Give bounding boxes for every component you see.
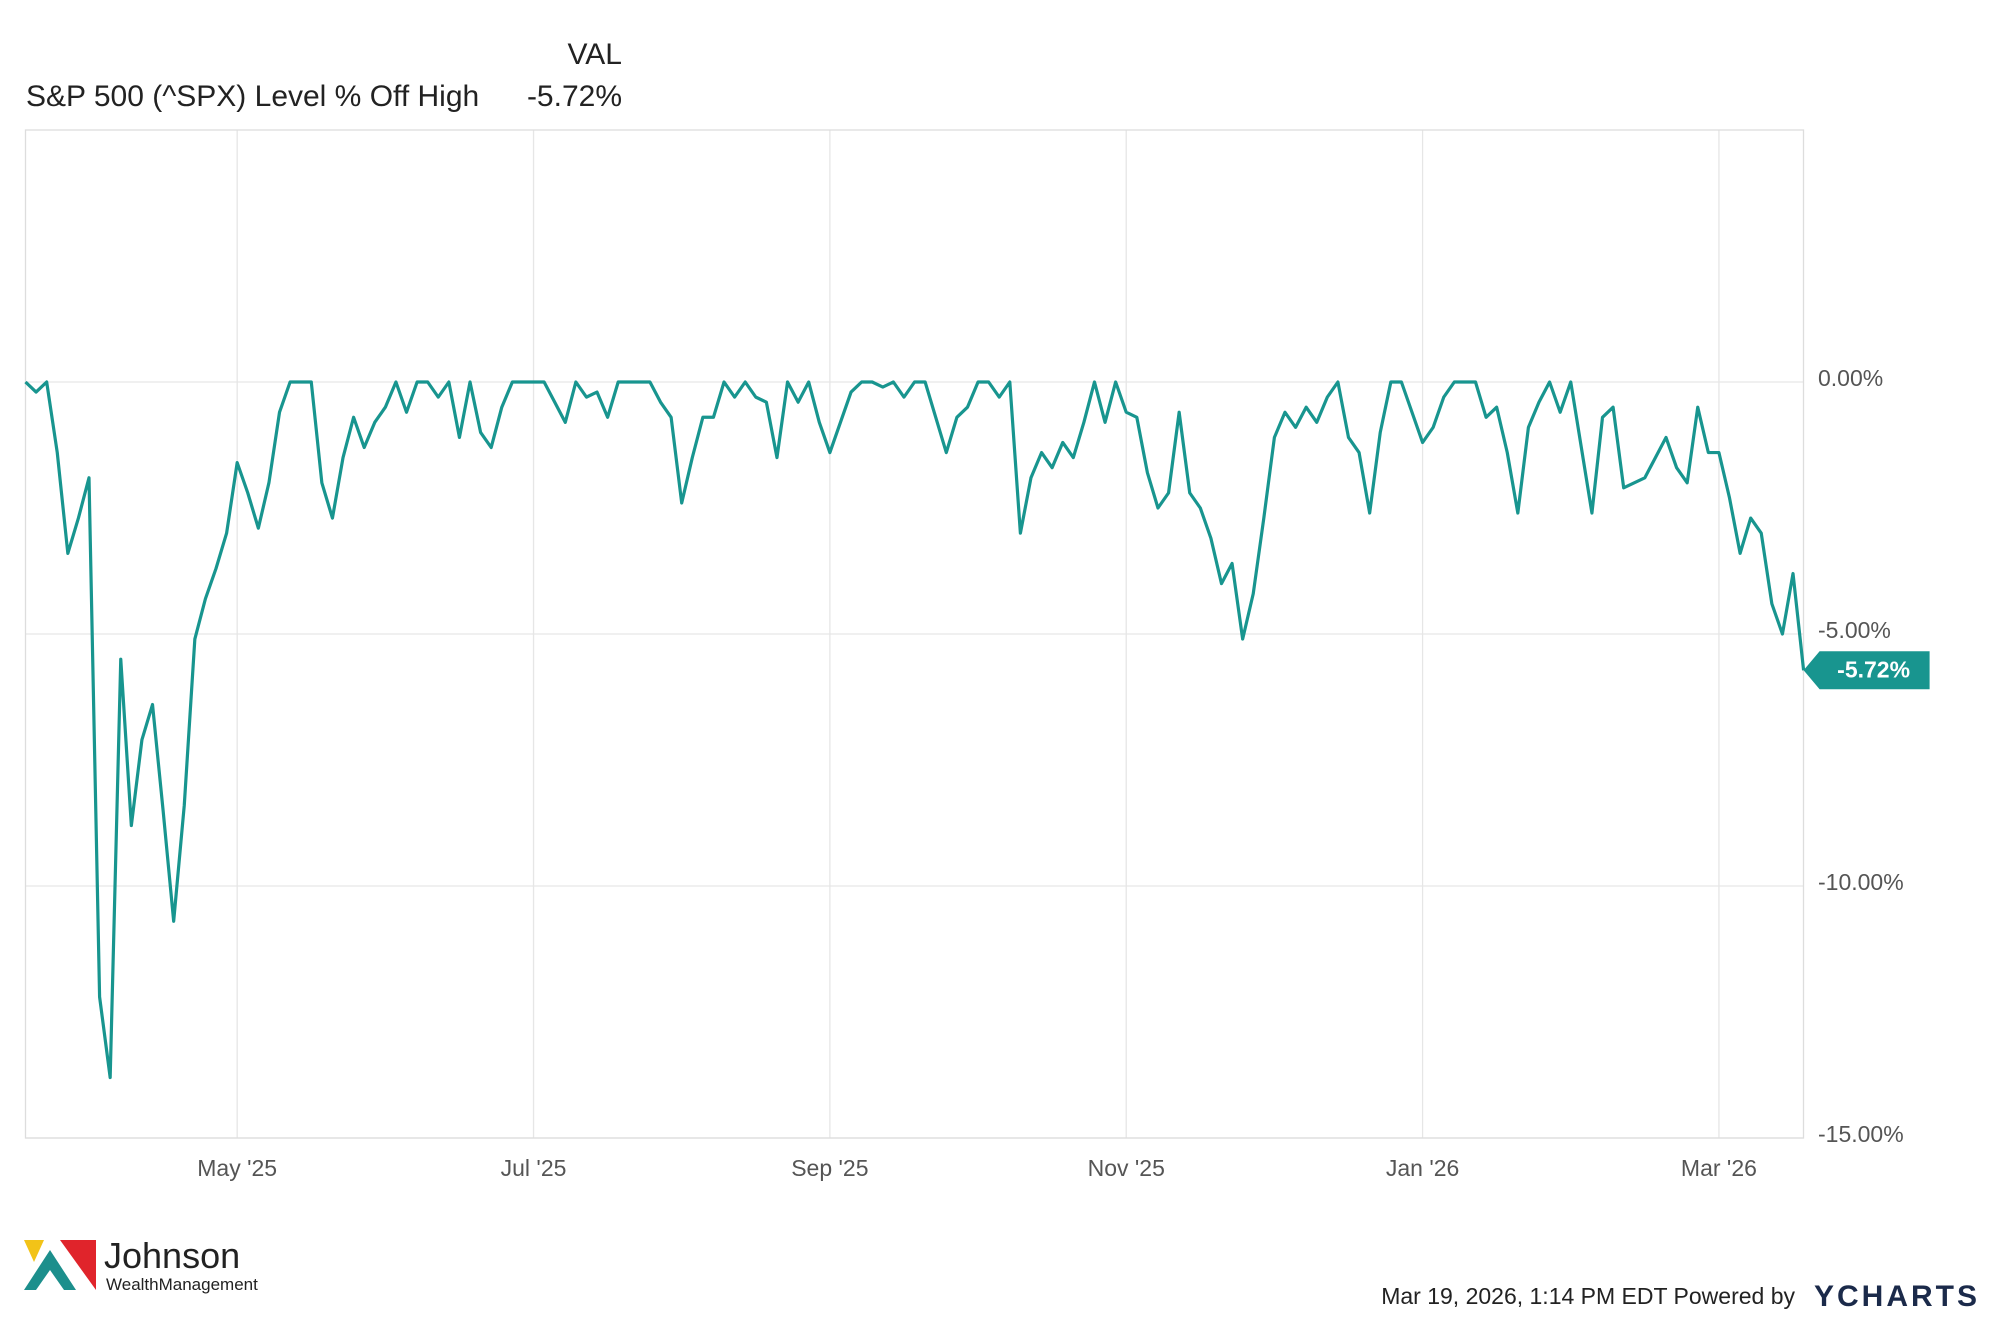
logo-name: Johnson <box>104 1235 240 1276</box>
x-tick-label: Sep '25 <box>791 1155 868 1181</box>
series-line <box>24 380 1806 1080</box>
y-tick-label: 0.00% <box>1818 365 1883 391</box>
series-name: S&P 500 (^SPX) Level % Off High <box>26 80 479 113</box>
logo-mark-red <box>60 1240 96 1290</box>
x-tick-label: May '25 <box>197 1155 277 1181</box>
logo: Johnson WealthManagement <box>24 1235 258 1294</box>
last-value-label: -5.72% <box>1837 656 1910 682</box>
logo-mark-yellow <box>24 1240 44 1262</box>
x-tick-label: Nov '25 <box>1088 1155 1165 1181</box>
plot-frame <box>24 129 1805 1139</box>
x-tick-label: Jan '26 <box>1386 1155 1459 1181</box>
last-value-badge <box>1803 651 1930 690</box>
logo-mark-teal <box>24 1250 76 1290</box>
x-tick-label: Mar '26 <box>1681 1155 1757 1181</box>
footer-timestamp: Mar 19, 2026, 1:14 PM EDT Powered by <box>1381 1283 1795 1309</box>
y-tick-label: -10.00% <box>1818 869 1904 895</box>
footer-brand: YCHARTS <box>1814 1280 1980 1313</box>
logo-tagline: WealthManagement <box>106 1275 258 1294</box>
x-tick-label: Jul '25 <box>501 1155 567 1181</box>
current-value: -5.72% <box>527 80 622 113</box>
grid <box>25 130 1804 1139</box>
y-tick-label: -5.00% <box>1818 617 1891 643</box>
y-tick-label: -15.00% <box>1818 1121 1904 1147</box>
column-header: VAL <box>568 38 622 71</box>
